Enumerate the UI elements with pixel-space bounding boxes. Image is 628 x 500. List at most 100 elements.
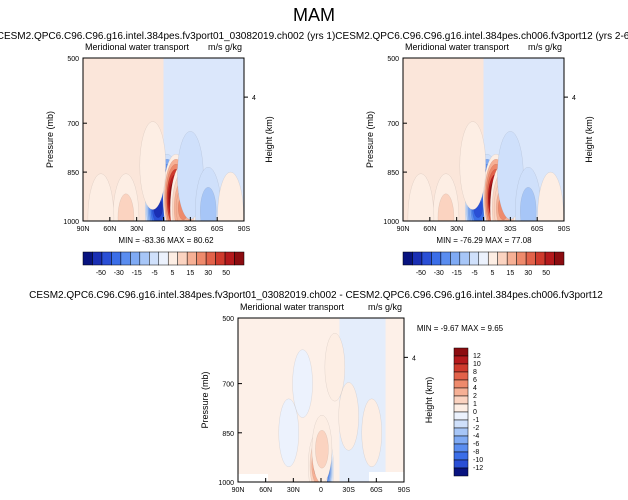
y-tick-label: 850 xyxy=(67,170,79,177)
panel-subtitle-left: Meridional water transport xyxy=(240,302,345,312)
y-axis-label: Pressure (mb) xyxy=(45,111,55,168)
colorbar-swatch xyxy=(459,251,470,266)
colorbar-swatch xyxy=(224,251,235,266)
x-tick-label: 30N xyxy=(130,226,143,233)
colorbar-label: -2 xyxy=(473,425,479,432)
x-tick-label: 90S xyxy=(398,487,411,494)
contour-blob xyxy=(459,121,486,210)
colorbar-swatch xyxy=(453,419,469,429)
x-tick-label: 30N xyxy=(287,487,300,494)
colorbar-label: 2 xyxy=(473,393,477,400)
y-tick-label: 500 xyxy=(387,56,399,63)
colorbar-swatch xyxy=(478,251,489,266)
colorbar-swatch xyxy=(440,251,451,266)
y-tick-label: 700 xyxy=(67,121,79,128)
x-tick-label: 0 xyxy=(162,226,166,233)
colorbar-label: 10 xyxy=(473,361,481,368)
colorbar-swatch xyxy=(215,251,226,266)
contour-blob xyxy=(87,173,115,221)
colorbar-swatch xyxy=(544,251,555,266)
colorbar-swatch xyxy=(487,251,498,266)
colorbar-label: -4 xyxy=(473,433,479,440)
colorbar-swatch xyxy=(205,251,216,266)
contour-blob xyxy=(361,398,382,467)
colorbar-swatch xyxy=(234,251,245,266)
panel-subtitle-right: m/s g/kg xyxy=(368,302,402,312)
y-axis-label-right: Height (km) xyxy=(424,377,434,424)
x-tick-label: 90N xyxy=(77,226,90,233)
y-tick-label: 1000 xyxy=(63,219,79,226)
contour-blob xyxy=(139,121,166,210)
colorbar-swatch xyxy=(92,251,103,266)
contour-blob xyxy=(520,187,537,221)
x-tick-label: 30S xyxy=(504,226,517,233)
min-max-label: MIN = -83.36 MAX = 80.62 xyxy=(118,236,214,245)
colorbar-swatch xyxy=(453,355,469,365)
colorbar-label: 4 xyxy=(473,385,477,392)
contour-blob xyxy=(200,187,217,221)
colorbar-label: -10 xyxy=(473,457,483,464)
y-tick-label: 1000 xyxy=(383,219,399,226)
colorbar: -50 -30 -15 -5 5 15 30 50 xyxy=(82,251,245,277)
colorbar-label: -12 xyxy=(473,465,483,472)
panel-subtitle-right: m/s g/kg xyxy=(528,42,562,52)
height-tick-label: 4 xyxy=(252,95,256,102)
x-tick-label: 90N xyxy=(232,487,245,494)
chart-panel-2: CESM2.QPC6.C96.C96.g16.intel.384pes.ch00… xyxy=(335,31,628,277)
x-tick-label: 30N xyxy=(450,226,463,233)
height-tick-label: 4 xyxy=(572,95,576,102)
colorbar-label: -50 xyxy=(96,270,106,277)
colorbar-swatch xyxy=(453,435,469,445)
panel-title: CESM2.QPC6.C96.C96.g16.intel.384pes.fv3p… xyxy=(0,31,335,42)
panel-title: CESM2.QPC6.C96.C96.g16.intel.384pes.fv3p… xyxy=(29,290,603,301)
colorbar-swatch xyxy=(402,251,413,266)
panel-subtitle-left: Meridional water transport xyxy=(405,42,510,52)
colorbar-label: -30 xyxy=(114,270,124,277)
colorbar: -50 -30 -15 -5 5 15 30 50 xyxy=(402,251,565,277)
colorbar-swatch xyxy=(453,467,469,477)
x-tick-label: 60N xyxy=(259,487,272,494)
colorbar-swatch xyxy=(506,251,517,266)
colorbar-swatch xyxy=(497,251,508,266)
panel-subtitle-left: Meridional water transport xyxy=(85,42,190,52)
colorbar-swatch xyxy=(554,251,565,266)
y-tick-label: 500 xyxy=(67,56,79,63)
x-tick-label: 0 xyxy=(319,487,323,494)
colorbar-swatch xyxy=(196,251,207,266)
colorbar-swatch xyxy=(82,251,93,266)
height-tick-label: 4 xyxy=(412,355,416,362)
contour-field xyxy=(238,318,404,482)
colorbar-swatch xyxy=(177,251,188,266)
colorbar-label: -15 xyxy=(452,270,462,277)
colorbar-label: -6 xyxy=(473,441,479,448)
x-tick-label: 30S xyxy=(342,487,355,494)
colorbar-swatch xyxy=(453,443,469,453)
y-axis-label: Pressure (mb) xyxy=(365,111,375,168)
colorbar-label: -8 xyxy=(473,449,479,456)
contour-blob xyxy=(437,193,455,221)
colorbar-label: 30 xyxy=(524,270,532,277)
page-title: MAM xyxy=(293,5,335,25)
colorbar-label: 50 xyxy=(542,270,550,277)
y-axis-label-right: Height (km) xyxy=(584,116,594,163)
contour-field xyxy=(83,58,244,221)
colorbar-swatch xyxy=(111,251,122,266)
colorbar-label: 30 xyxy=(204,270,212,277)
colorbar-swatch xyxy=(516,251,527,266)
colorbar-label: -15 xyxy=(132,270,142,277)
colorbar-swatch xyxy=(525,251,536,266)
y-tick-label: 700 xyxy=(387,121,399,128)
x-tick-label: 90S xyxy=(238,226,251,233)
y-axis-label: Pressure (mb) xyxy=(200,371,210,428)
contour-blob xyxy=(537,171,564,221)
x-tick-label: 60S xyxy=(370,487,383,494)
colorbar-swatch xyxy=(535,251,546,266)
colorbar-swatch xyxy=(450,251,461,266)
colorbar-swatch xyxy=(186,251,197,266)
missing-patch xyxy=(369,472,404,482)
colorbar-swatch xyxy=(453,395,469,405)
colorbar-label: -50 xyxy=(416,270,426,277)
contour-field xyxy=(403,58,564,221)
